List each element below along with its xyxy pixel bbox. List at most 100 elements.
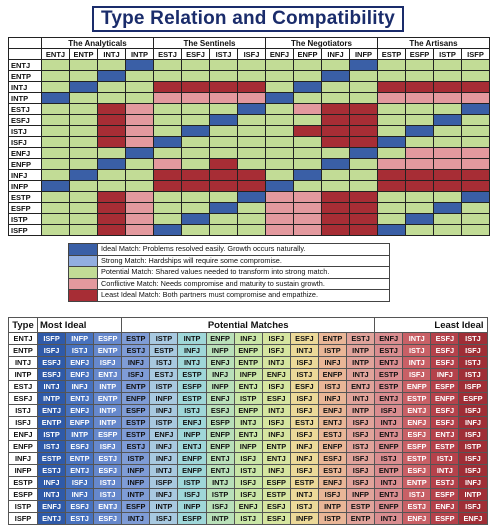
matrix-cell [265,125,294,137]
ranking-cell: ESTP [36,452,67,465]
ranking-cell: ENTJ [36,404,67,417]
ranking-cell: ISTJ [36,440,67,453]
matrix-cell [405,125,434,137]
legend-text: Potential Match: Shared values needed to… [101,267,330,277]
matrix-cell [405,147,434,159]
ranking-cell: INTJ [289,344,319,357]
legend-item: Least Ideal Match: Both partners must co… [68,290,390,302]
ranking-row: INFP ESTJ ENTJ ESFJ INFP INTJ ENFP ENTJ ISTJ INFJ… [8,464,488,477]
ranking-cell: ESFJ [430,404,460,417]
matrix-cell [209,158,238,170]
matrix-cell [321,92,350,104]
matrix-cell [69,202,98,214]
ranking-type-label: ESFP [8,488,38,501]
matrix-cell [265,136,294,148]
column-header-intj: INTJ [97,48,126,60]
ranking-cell: INFP [205,344,235,357]
matrix-cell [237,103,266,115]
ranking-cell: ISFJ [261,332,291,345]
matrix-cell [237,59,266,71]
matrix-cell [265,213,294,225]
ranking-cell: ISFJ [289,392,319,405]
matrix-cell [97,147,126,159]
matrix-cell [349,213,378,225]
ranking-row: ISTJ ENTJ ENFJ INTP ESFP INFJ ISTJ ESFJ ENFP INTJ… [8,404,488,417]
ranking-cell: ENFJ [205,392,235,405]
ranking-cell: INTP [458,488,488,501]
ranking-cell: ENTJ [93,368,123,381]
legend: Ideal Match: Problems resolved easily. G… [68,243,390,302]
matrix-cell [97,103,126,115]
matrix-cell [265,81,294,93]
ranking-cell: INTP [346,356,376,369]
matrix-cell [433,202,462,214]
ranking-cell: INTJ [374,476,404,489]
matrix-row: INFP [8,180,490,192]
matrix-cell [293,202,322,214]
ranking-type-label: ESFJ [8,392,38,405]
ranking-cell: INTJ [402,356,432,369]
ranking-cell: INFJ [65,488,95,501]
matrix-cell [125,136,154,148]
matrix-cell [433,103,462,115]
ranking-cell: ENTP [346,512,376,525]
matrix-cell [321,213,350,225]
matrix-row: INTP [8,92,490,104]
column-header-esfp: ESFP [405,48,434,60]
ranking-cell: ENFP [317,368,348,381]
least-ideal-header: Least Ideal [374,317,488,333]
matrix-cell [237,114,266,126]
ranking-cell: ESTP [261,488,291,501]
ranking-type-label: ISFP [8,512,38,525]
ranking-cell: ESFJ [430,416,460,429]
ranking-cell: ESTP [402,392,432,405]
column-header-entj: ENTJ [41,48,70,60]
matrix-cell [69,180,98,192]
ranking-cell: ESFJ [93,464,123,477]
ranking-cell: ISFJ [458,500,488,513]
ranking-type-label: ENFP [8,440,38,453]
group-header-sentinels: The Sentinels [153,37,266,49]
ranking-cell: ESFJ [261,500,291,513]
ranking-cell: INTJ [149,464,179,477]
matrix-cell [377,158,406,170]
matrix-cell [405,169,434,181]
matrix-cell [377,59,406,71]
row-label-isfj: ISFJ [8,136,42,148]
ranking-cell: ENTJ [374,356,404,369]
ranking-cell: INFP [121,464,151,477]
ranking-cell: ISFJ [93,440,123,453]
matrix-cell [321,158,350,170]
ranking-cell: ENFP [121,392,151,405]
ranking-cell: INFP [65,332,95,345]
matrix-cell [265,147,294,159]
matrix-cell [125,202,154,214]
matrix-cell [153,158,182,170]
matrix-cell [125,59,154,71]
ranking-cell: ENTP [93,344,123,357]
row-label-infp: INFP [8,180,42,192]
ranking-cell: ISFJ [233,452,263,465]
ranking-cell: INTJ [36,380,67,393]
matrix-cell [181,125,210,137]
ranking-cell: ISFJ [458,464,488,477]
matrix-cell [41,191,70,203]
matrix-cell [461,191,490,203]
matrix-cell [237,213,266,225]
matrix-cell [433,224,462,236]
matrix-cell [321,169,350,181]
matrix-cell [209,70,238,82]
matrix-cell [293,70,322,82]
matrix-cell [461,169,490,181]
ranking-cell: INTP [93,404,123,417]
matrix-cell [461,59,490,71]
matrix-cell [181,136,210,148]
ranking-type-label: ENTJ [8,332,38,345]
matrix-corner-2 [8,48,42,60]
matrix-cell [321,224,350,236]
matrix-cell [97,158,126,170]
matrix-cell [41,136,70,148]
ranking-cell: ISTJ [65,344,95,357]
matrix-cell [153,202,182,214]
matrix-cell [377,224,406,236]
